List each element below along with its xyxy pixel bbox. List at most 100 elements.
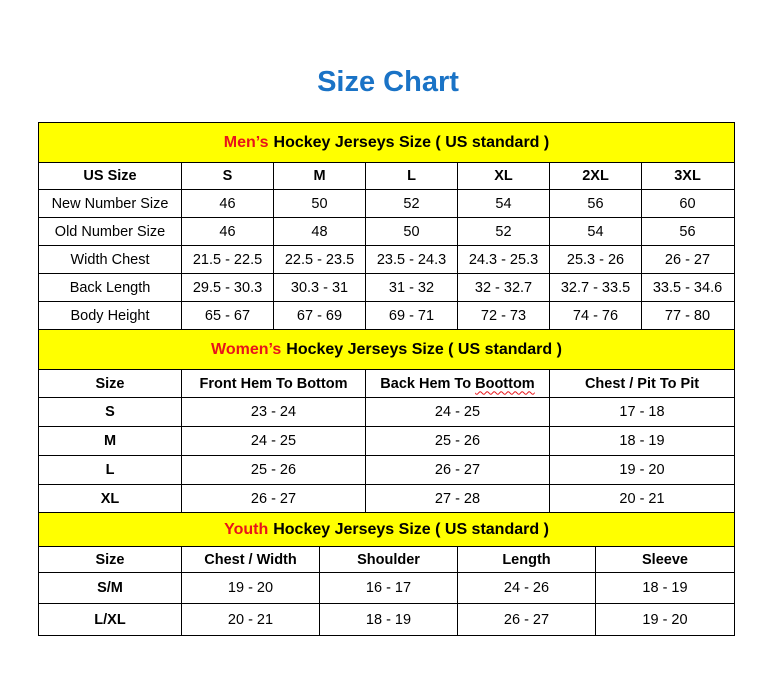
youth-table-row: L/XL 20 - 21 18 - 19 26 - 27 19 - 20	[39, 604, 734, 636]
table-cell: 25.3 - 26	[550, 246, 642, 273]
table-cell: 26 - 27	[664, 251, 711, 268]
table-cell: 17 - 18	[619, 404, 665, 420]
column-header-label: Sleeve	[642, 551, 688, 568]
table-cell: 74 - 76	[550, 302, 642, 329]
row-label: M	[39, 427, 182, 455]
youth-heading-text: Hockey Jerseys Size ( US standard )	[273, 520, 549, 538]
men-table-row: New Number Size 46 50 52 54 56 60	[39, 190, 734, 218]
table-cell: 26 - 27	[182, 485, 366, 512]
table-cell: 32 - 32.7	[458, 274, 550, 301]
row-label: Body Height	[39, 302, 182, 329]
table-cell: 23.5 - 24.3	[366, 246, 458, 273]
table-cell: 60	[679, 195, 696, 212]
table-cell: 20 - 21	[619, 490, 665, 507]
row-label: Old Number Size	[39, 218, 182, 245]
column-header: Chest / Pit To Pit	[550, 370, 734, 397]
row-label: Width Chest	[39, 246, 182, 273]
column-header-label: Back Hem To Boottom	[380, 375, 535, 392]
table-cell: 56	[550, 190, 642, 217]
table-cell: 21.5 - 22.5	[182, 246, 274, 273]
youth-heading-accent: Youth	[224, 520, 269, 538]
table-cell: 31 - 32	[366, 274, 458, 301]
table-cell: 22.5 - 23.5	[274, 246, 366, 273]
table-cell: 24 - 26	[458, 573, 596, 603]
table-cell: 69 - 71	[366, 302, 458, 329]
table-cell: 25 - 26	[182, 456, 366, 484]
men-section-heading: Men’s Hockey Jerseys Size ( US standard )	[39, 123, 734, 163]
table-cell: 24.3 - 25.3	[458, 246, 550, 273]
row-label: S	[39, 398, 182, 426]
column-header-label: Size	[95, 551, 125, 568]
women-section-heading: Women’s Hockey Jerseys Size ( US standard…	[39, 330, 734, 370]
men-heading-accent: Men’s	[223, 133, 269, 151]
table-cell: 50	[274, 190, 366, 217]
column-header: M	[274, 163, 366, 189]
men-heading-text: Hockey Jerseys Size ( US standard )	[273, 133, 550, 151]
table-cell: 18 - 19	[642, 580, 688, 596]
table-cell: 52	[366, 190, 458, 217]
size-chart-table: Men’s Hockey Jerseys Size ( US standard )…	[38, 122, 735, 636]
column-header: Shoulder	[320, 547, 458, 572]
table-cell: 18 - 19	[320, 604, 458, 635]
table-cell: 77 - 80	[664, 307, 711, 324]
men-table-row: Width Chest 21.5 - 22.5 22.5 - 23.5 23.5 - …	[39, 246, 734, 274]
column-header: Back Hem To Boottom	[366, 370, 550, 397]
table-cell: 56	[679, 223, 696, 240]
youth-column-headers: Size Chest / Width Shoulder Length Sleeve	[39, 547, 734, 573]
column-header-label: S	[222, 168, 233, 184]
women-column-headers: Size Front Hem To Bottom Back Hem To Boott…	[39, 370, 734, 398]
column-header-label: Chest / Width	[204, 551, 297, 568]
men-table-row: Old Number Size 46 48 50 52 54 56	[39, 218, 734, 246]
column-header-label: M	[313, 168, 326, 184]
row-label: L	[39, 456, 182, 484]
women-table-row: L 25 - 26 26 - 27 19 - 20	[39, 456, 734, 485]
women-table-row: S 23 - 24 24 - 25 17 - 18	[39, 398, 734, 427]
table-cell: 20 - 21	[182, 604, 320, 635]
table-cell: 46	[182, 190, 274, 217]
table-cell: 29.5 - 30.3	[182, 274, 274, 301]
youth-section-heading: Youth Hockey Jerseys Size ( US standard )	[39, 513, 734, 547]
youth-table-row: S/M 19 - 20 16 - 17 24 - 26 18 - 19	[39, 573, 734, 604]
table-cell: 19 - 20	[182, 573, 320, 603]
column-header-label: Chest / Pit To Pit	[584, 375, 700, 392]
table-cell: 46	[182, 218, 274, 245]
men-column-headers: US Size S M L XL 2XL 3XL	[39, 163, 734, 190]
men-table-row: Back Length 29.5 - 30.3 30.3 - 31 31 - 32 32…	[39, 274, 734, 302]
table-cell: 67 - 69	[274, 302, 366, 329]
column-header: S	[182, 163, 274, 189]
men-table-row: Body Height 65 - 67 67 - 69 69 - 71 72 - 73 7…	[39, 302, 734, 330]
row-label: S/M	[39, 573, 182, 603]
row-label: New Number Size	[39, 190, 182, 217]
table-cell: 19 - 20	[619, 462, 665, 478]
column-header: 2XL	[550, 163, 642, 189]
table-cell: 24 - 25	[366, 398, 550, 426]
row-label: Back Length	[39, 274, 182, 301]
table-cell: 33.5 - 34.6	[652, 279, 723, 296]
column-header-label: Front Hem To Bottom	[199, 375, 348, 392]
column-header: 3XL	[642, 163, 733, 189]
table-cell: 26 - 27	[366, 456, 550, 484]
table-cell: 26 - 27	[458, 604, 596, 635]
table-cell: 52	[458, 218, 550, 245]
column-header: Length	[458, 547, 596, 572]
table-cell: 16 - 17	[320, 573, 458, 603]
table-cell: 27 - 28	[366, 485, 550, 512]
column-header-label: XL	[494, 168, 513, 184]
table-cell: 72 - 73	[458, 302, 550, 329]
row-label: L/XL	[39, 604, 182, 635]
table-cell: 54	[458, 190, 550, 217]
table-cell: 54	[550, 218, 642, 245]
table-cell: 24 - 25	[182, 427, 366, 455]
table-cell: 32.7 - 33.5	[550, 274, 642, 301]
column-header-label: Size	[95, 375, 125, 392]
page-title: Size Chart	[317, 66, 459, 98]
table-cell: 18 - 19	[619, 433, 665, 449]
column-header-label: Length	[502, 551, 551, 568]
column-header: L	[366, 163, 458, 189]
column-header: Size	[39, 370, 182, 397]
women-heading-accent: Women’s	[211, 340, 282, 358]
column-header-label: US Size	[83, 168, 137, 184]
column-header-label: Shoulder	[357, 551, 420, 568]
table-cell: 30.3 - 31	[274, 274, 366, 301]
column-header-label: 3XL	[674, 168, 701, 184]
